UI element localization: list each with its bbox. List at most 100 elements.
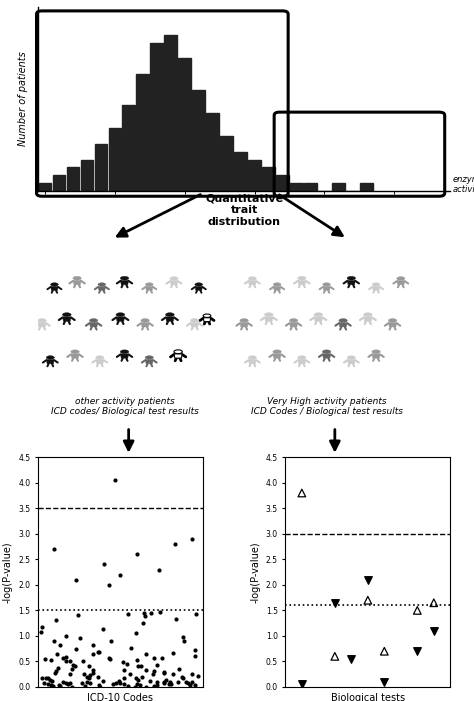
Point xyxy=(347,653,355,665)
Polygon shape xyxy=(273,354,281,358)
Polygon shape xyxy=(51,287,58,290)
Point xyxy=(151,653,158,664)
Point xyxy=(174,676,182,687)
Polygon shape xyxy=(347,360,355,364)
Point xyxy=(430,597,438,608)
Point xyxy=(111,475,118,486)
Text: other activity patients
ICD codes/ Biological test results: other activity patients ICD codes/ Biolo… xyxy=(51,397,199,416)
Point xyxy=(180,673,187,684)
Polygon shape xyxy=(98,287,106,290)
Point xyxy=(150,665,158,676)
Point xyxy=(134,674,141,686)
Bar xyxy=(276,175,289,191)
Polygon shape xyxy=(265,317,273,321)
Point xyxy=(47,655,55,666)
Circle shape xyxy=(240,319,248,322)
Point xyxy=(94,646,101,658)
Polygon shape xyxy=(323,354,330,358)
Point xyxy=(180,636,188,647)
Circle shape xyxy=(90,319,98,322)
Point xyxy=(298,679,306,690)
Bar xyxy=(304,183,317,191)
Polygon shape xyxy=(248,360,256,364)
Circle shape xyxy=(195,283,202,286)
Point xyxy=(172,538,179,550)
Point xyxy=(44,678,52,689)
Point xyxy=(47,680,55,691)
Circle shape xyxy=(323,283,330,286)
Polygon shape xyxy=(170,280,178,285)
Point xyxy=(89,667,96,679)
Circle shape xyxy=(388,319,397,322)
Circle shape xyxy=(298,276,306,280)
Bar xyxy=(150,43,163,191)
Polygon shape xyxy=(298,360,306,364)
Point xyxy=(64,678,72,689)
Polygon shape xyxy=(146,287,153,290)
Point xyxy=(331,651,338,662)
Point xyxy=(52,614,59,625)
Point xyxy=(51,543,58,554)
Point xyxy=(179,631,187,642)
Point xyxy=(80,669,88,680)
Circle shape xyxy=(51,283,58,286)
Point xyxy=(154,676,161,688)
Point xyxy=(194,670,202,681)
Text: Very High activity patients
ICD Codes / Biological test results: Very High activity patients ICD Codes / … xyxy=(251,397,402,416)
Circle shape xyxy=(264,313,273,317)
Polygon shape xyxy=(166,317,174,321)
Circle shape xyxy=(170,277,178,280)
Point xyxy=(63,631,70,642)
Point xyxy=(119,656,127,667)
Polygon shape xyxy=(71,354,79,358)
Circle shape xyxy=(248,355,256,360)
Point xyxy=(53,649,61,660)
Point xyxy=(136,680,144,691)
Circle shape xyxy=(397,277,405,280)
Point xyxy=(109,678,117,689)
Bar xyxy=(164,35,177,191)
Polygon shape xyxy=(273,287,281,290)
Point xyxy=(83,676,91,688)
Polygon shape xyxy=(116,317,125,321)
Point xyxy=(166,676,173,688)
Circle shape xyxy=(165,313,174,317)
Y-axis label: Number of patients: Number of patients xyxy=(18,51,27,147)
Point xyxy=(138,671,146,682)
Point xyxy=(156,607,164,618)
Point xyxy=(146,676,154,687)
Point xyxy=(188,676,196,688)
Point xyxy=(105,653,113,664)
Bar xyxy=(38,183,51,191)
Bar xyxy=(109,128,121,191)
Circle shape xyxy=(203,314,211,318)
Point xyxy=(55,679,63,690)
Point xyxy=(153,679,161,690)
Point xyxy=(97,681,104,692)
Polygon shape xyxy=(195,287,202,290)
Point xyxy=(160,676,167,687)
Point xyxy=(90,648,97,660)
Bar xyxy=(360,183,373,191)
Point xyxy=(298,487,306,498)
Point xyxy=(364,594,372,606)
Point xyxy=(42,672,50,683)
Bar xyxy=(290,183,303,191)
Bar xyxy=(332,183,345,191)
Point xyxy=(141,610,148,621)
Polygon shape xyxy=(63,317,71,321)
Point xyxy=(364,574,372,585)
Point xyxy=(175,663,182,674)
Polygon shape xyxy=(90,322,98,327)
Point xyxy=(40,677,48,688)
Point xyxy=(89,640,96,651)
Polygon shape xyxy=(347,280,356,285)
Point xyxy=(106,579,113,590)
Point xyxy=(86,678,94,689)
Point xyxy=(73,574,80,585)
Polygon shape xyxy=(141,322,149,327)
Point xyxy=(143,665,150,676)
Point xyxy=(38,622,46,633)
Polygon shape xyxy=(240,322,248,327)
Circle shape xyxy=(120,276,129,280)
